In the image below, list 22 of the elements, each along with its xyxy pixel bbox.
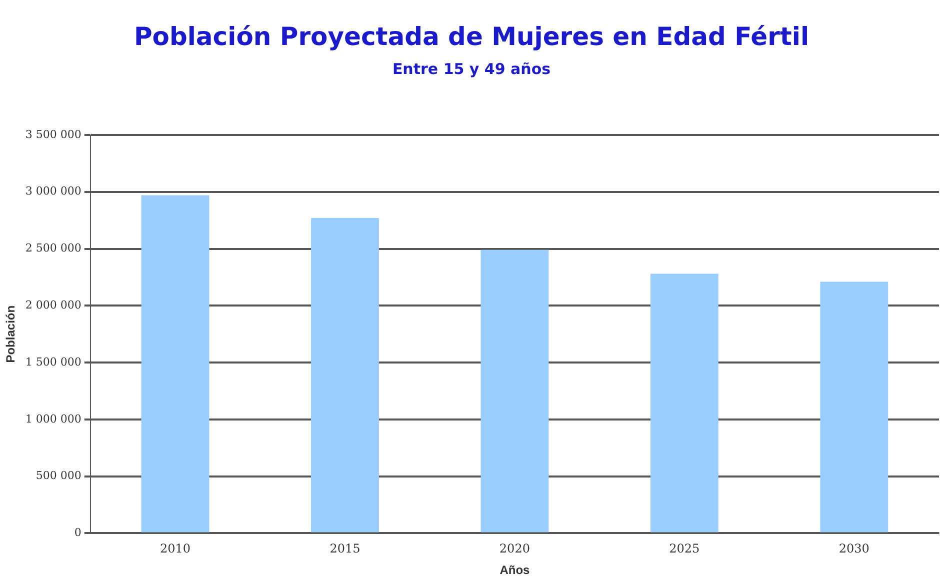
y-tick-label: 1 000 000 [25,412,82,426]
y-tick-label: 500 000 [36,469,82,482]
bar [820,282,888,532]
bar [650,274,718,532]
x-tick-label: 2025 [669,542,700,556]
y-tick-label: 1 500 000 [25,355,82,368]
y-tick-label: 3 000 000 [25,184,82,198]
y-axis-title: Población [4,305,18,363]
chart-subtitle: Entre 15 y 49 años [391,60,552,78]
x-axis-title: Años [500,563,530,578]
y-tick-label: 3 500 000 [25,128,82,141]
x-tick-label: 2030 [838,542,870,556]
bar [311,218,379,532]
x-tick-label: 2010 [160,542,191,556]
x-tick-label: 2015 [330,542,360,556]
chart-title: Población Proyectada de Mujeres en Edad Fértil [132,22,810,51]
y-tick-label: 2 500 000 [25,242,82,255]
bar [480,250,549,532]
y-tick-label: 0 [74,526,82,540]
bar [141,195,210,532]
y-tick-label: 2 000 000 [25,298,82,312]
x-tick-label: 2020 [499,542,530,556]
